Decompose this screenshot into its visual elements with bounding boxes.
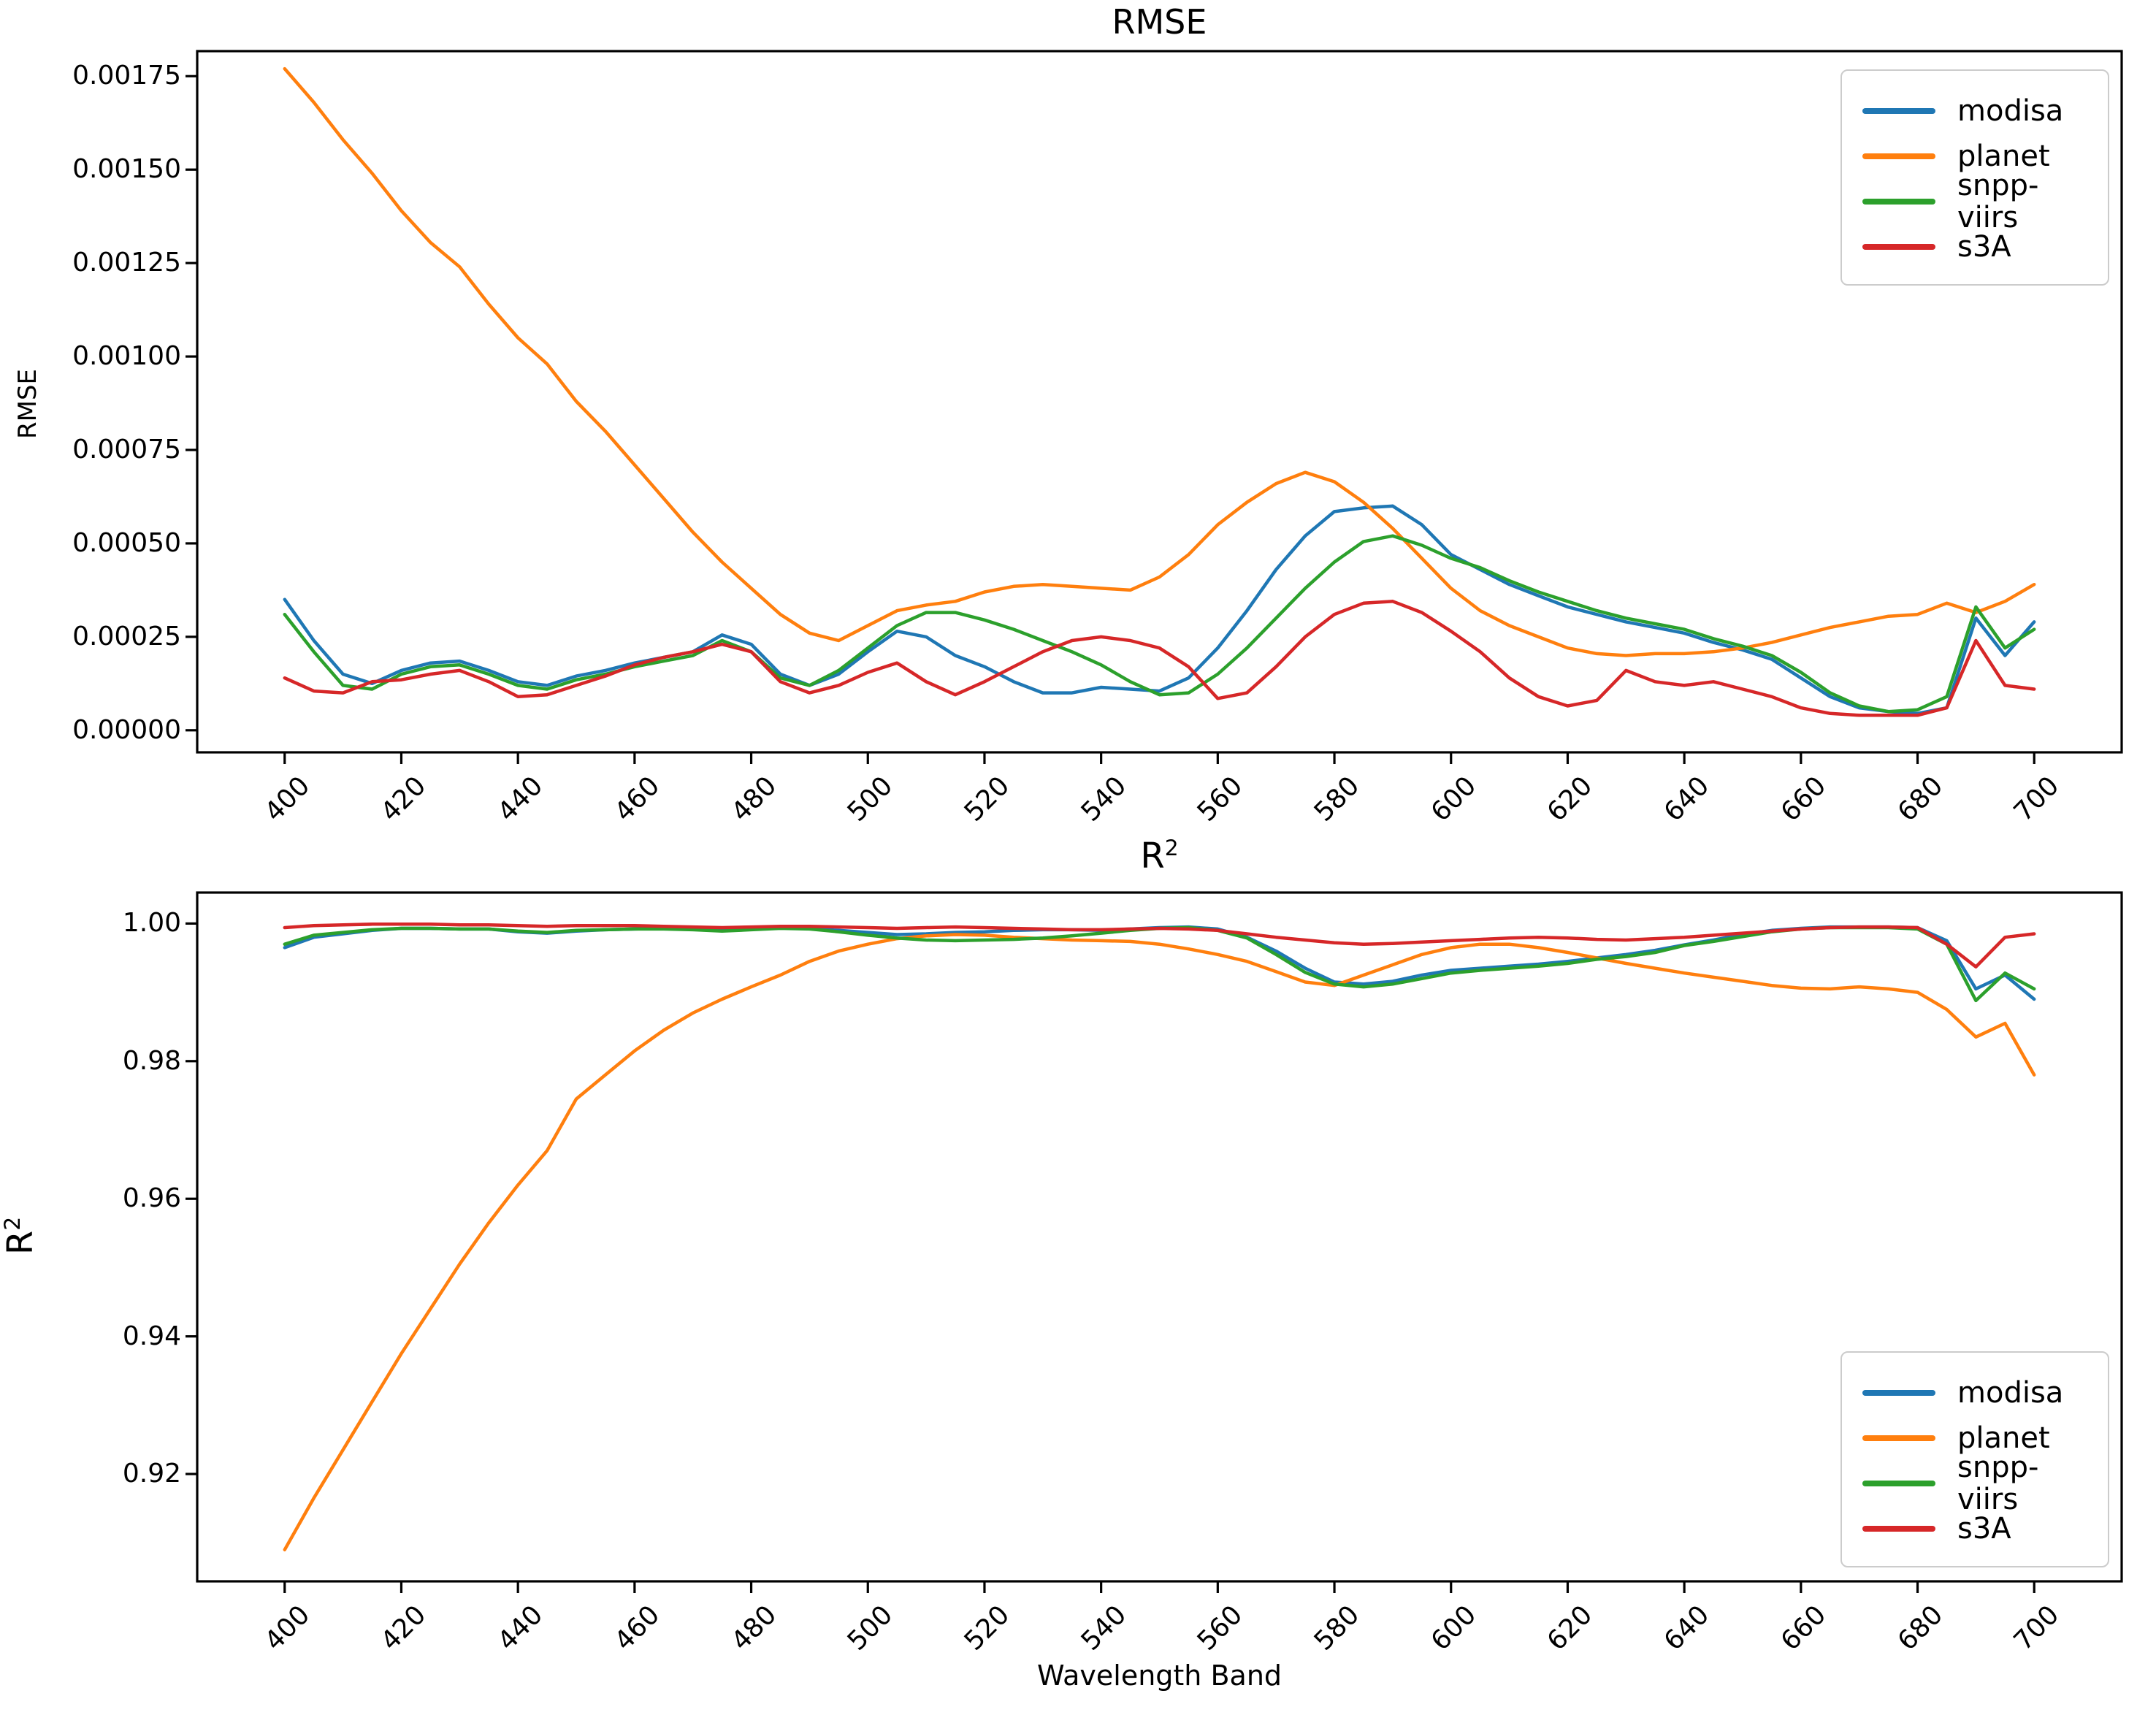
y-tick-label: 0.00000	[72, 714, 181, 745]
r2-ylabel-base: R	[0, 1230, 41, 1256]
y-tick-label: 0.00175	[72, 61, 181, 91]
legend-item-s3A: s3A	[1862, 224, 2093, 270]
series-line-snpp-viirs	[283, 534, 2036, 714]
r2-axes-frame	[196, 891, 2123, 1583]
snpp-viirs-line-swatch	[1862, 1481, 1935, 1486]
snpp-viirs-line-swatch	[1862, 199, 1935, 205]
series-line-modisa	[283, 504, 2036, 716]
legend-label: modisa	[1957, 1376, 2064, 1410]
legend-label: s3A	[1957, 1512, 2011, 1546]
x-axis-label: Wavelength Band	[1036, 1659, 1282, 1692]
planet-line-swatch	[1862, 153, 1935, 159]
y-tick-label: 0.00075	[72, 435, 181, 465]
legend-label: snpp-viirs	[1957, 169, 2039, 234]
planet-line-swatch	[1862, 1435, 1935, 1441]
y-tick-label: 0.00125	[72, 248, 181, 278]
s3A-line-swatch	[1862, 244, 1935, 250]
rmse-axes-frame	[196, 50, 2123, 754]
series-line-s3A	[283, 600, 2036, 717]
legend-item-snpp-viirs: snpp-viirs	[1862, 1451, 2093, 1516]
series-line-planet	[283, 933, 2036, 1551]
series-line-s3A	[283, 923, 2036, 969]
legend-label: snpp-viirs	[1957, 1451, 2039, 1516]
y-tick-label: 0.94	[122, 1321, 181, 1351]
y-tick-label: 0.00150	[72, 154, 181, 185]
legend-label: s3A	[1957, 230, 2011, 264]
y-tick-label: 0.98	[122, 1045, 181, 1076]
legend-item-s3A: s3A	[1862, 1506, 2093, 1551]
s3A-line-swatch	[1862, 1526, 1935, 1532]
legend-item-snpp-viirs: snpp-viirs	[1862, 169, 2093, 234]
r2-title-superscript: 2	[1164, 836, 1179, 861]
r2-ylabel-superscript: 2	[0, 1216, 26, 1231]
series-line-snpp-viirs	[283, 925, 2036, 1003]
y-tick-label: 0.96	[122, 1183, 181, 1214]
legend-label: planet	[1957, 140, 2050, 173]
legend-item-planet: planet	[1862, 134, 2093, 179]
r2-plot-title: R2	[197, 837, 2122, 875]
r2-title-base: R	[1140, 836, 1165, 876]
y-tick-label: 1.00	[122, 908, 181, 939]
legend-item-planet: planet	[1862, 1416, 2093, 1461]
legend-rmse: modisa planet snpp-viirs s3A	[1840, 69, 2109, 286]
y-tick-label: 0.00100	[72, 341, 181, 372]
rmse-plot-title: RMSE	[1112, 2, 1207, 42]
legend-item-modisa: modisa	[1862, 1370, 2093, 1416]
y-tick-label: 0.00050	[72, 527, 181, 558]
y-tick-label: 0.92	[122, 1459, 181, 1489]
series-line-planet	[283, 66, 2036, 657]
modisa-line-swatch	[1862, 108, 1935, 114]
series-line-modisa	[283, 925, 2036, 1001]
legend-label: modisa	[1957, 94, 2064, 128]
modisa-line-swatch	[1862, 1390, 1935, 1396]
y-tick-label: 0.00025	[72, 621, 181, 652]
legend-item-modisa: modisa	[1862, 88, 2093, 134]
legend-r2: modisa planet snpp-viirs s3A	[1840, 1351, 2109, 1567]
legend-label: planet	[1957, 1421, 2050, 1455]
